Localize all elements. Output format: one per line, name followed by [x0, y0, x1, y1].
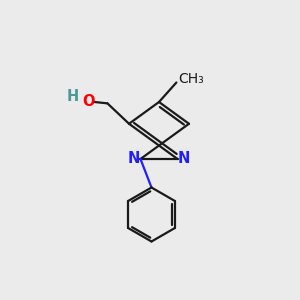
Text: CH₃: CH₃	[178, 72, 204, 86]
Text: N: N	[178, 152, 190, 166]
Text: O: O	[82, 94, 95, 110]
Text: H: H	[67, 89, 80, 104]
Text: N: N	[128, 152, 140, 166]
